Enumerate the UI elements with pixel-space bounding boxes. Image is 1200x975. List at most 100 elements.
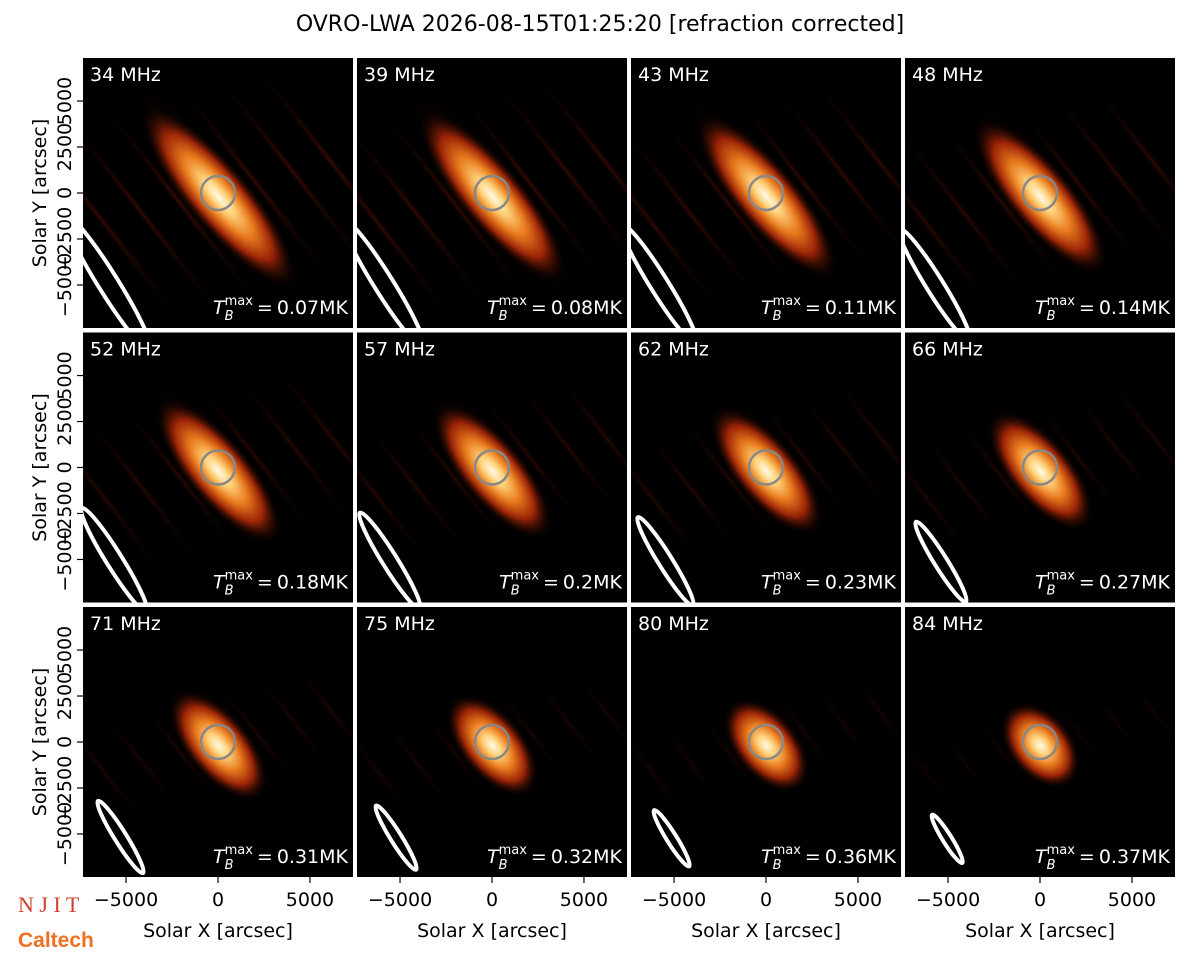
y-tick-label: −2500 <box>54 481 76 545</box>
emission <box>154 398 282 544</box>
emission <box>432 402 553 540</box>
tb-label: TBmax = 0.32MK <box>487 843 622 873</box>
tb-base: T <box>499 572 512 594</box>
y-tick-label: −2500 <box>54 756 76 820</box>
x-tick-label: −5000 <box>368 889 432 911</box>
x-tick-label: 5000 <box>834 889 882 911</box>
x-tick-label: −5000 <box>916 889 980 911</box>
tb-rel: = <box>1079 297 1095 319</box>
streak <box>87 84 273 322</box>
streak <box>1002 86 1154 280</box>
streak <box>357 416 442 579</box>
freq-label: 52 MHz <box>90 339 161 361</box>
streak <box>95 702 189 822</box>
tb-sup: max <box>1047 294 1076 309</box>
streak <box>285 652 353 772</box>
streak <box>949 410 1055 545</box>
tb-rel: = <box>805 846 821 868</box>
tb-sup: max <box>511 569 540 584</box>
panel <box>357 58 627 328</box>
streak <box>1040 76 1175 270</box>
streak <box>631 109 771 317</box>
streak <box>367 92 541 314</box>
streak <box>375 710 457 814</box>
y-tick-label: 0 <box>54 736 76 748</box>
tb-sup: max <box>225 843 254 858</box>
freq-label: 57 MHz <box>364 339 435 361</box>
x-tick-label: −5000 <box>94 889 158 911</box>
emission <box>973 119 1108 274</box>
tb-label: TBmax = 0.2MK <box>499 569 622 599</box>
tb-base: T <box>761 572 774 594</box>
x-tick-label: 0 <box>486 889 498 911</box>
tb-base: T <box>1035 297 1048 319</box>
tb-label: TBmax = 0.14MK <box>1035 294 1170 324</box>
streak <box>1078 66 1175 260</box>
streak <box>1124 674 1175 750</box>
logo-njit: N J I T <box>18 892 80 917</box>
freq-label: 48 MHz <box>912 64 983 86</box>
panel <box>83 332 353 603</box>
y-tick-label: 2500 <box>54 672 76 720</box>
tb-base: T <box>761 846 774 868</box>
tb-sub: B <box>511 584 520 599</box>
streak <box>1086 684 1146 760</box>
freq-label: 43 MHz <box>638 64 709 86</box>
beam <box>373 803 419 872</box>
streak <box>905 430 979 565</box>
solar-disk <box>747 723 785 761</box>
streak <box>631 119 733 327</box>
tb-value: 0.23MK <box>825 572 897 594</box>
tb-sup: max <box>499 843 528 858</box>
streak <box>262 348 353 527</box>
panel <box>631 58 901 328</box>
x-tick-label: 0 <box>212 889 224 911</box>
panel <box>905 58 1175 328</box>
streak <box>784 373 900 522</box>
y-axis-label: Solar Y [arcsec] <box>29 119 51 267</box>
streak <box>247 662 341 782</box>
emission <box>695 114 838 279</box>
streak <box>911 420 1017 555</box>
emission <box>168 689 269 802</box>
freq-label: 84 MHz <box>912 613 983 635</box>
tb-sub: B <box>773 584 782 599</box>
panel <box>357 332 627 603</box>
streak <box>357 112 465 328</box>
panel <box>631 332 901 603</box>
y-tick-label: 0 <box>54 187 76 199</box>
y-tick-label: 5000 <box>54 626 76 674</box>
emission <box>418 110 567 283</box>
tb-sub: B <box>1047 584 1056 599</box>
tb-base: T <box>213 297 226 319</box>
tb-value: 0.36MK <box>825 846 897 868</box>
x-tick-label: 5000 <box>560 889 608 911</box>
streak <box>1063 380 1169 515</box>
tb-sup: max <box>499 294 528 309</box>
tb-sub: B <box>773 858 782 873</box>
tb-label: TBmax = 0.31MK <box>213 843 348 873</box>
tb-sub: B <box>225 858 234 873</box>
logo-caltech: Caltech <box>18 929 94 952</box>
streak <box>905 116 1040 310</box>
streak <box>504 366 627 529</box>
y-tick-label: −5000 <box>54 527 76 591</box>
emission <box>723 698 810 793</box>
tb-base: T <box>213 846 226 868</box>
streak <box>239 58 353 282</box>
streak <box>647 99 809 307</box>
freq-label: 66 MHz <box>912 339 983 361</box>
streak <box>357 406 480 569</box>
tb-label: TBmax = 0.37MK <box>1035 843 1170 873</box>
streak <box>224 358 353 537</box>
tb-label: TBmax = 0.36MK <box>761 843 896 873</box>
tb-label: TBmax = 0.07MK <box>213 294 348 324</box>
y-tick-label: 2500 <box>54 123 76 171</box>
streak <box>746 383 862 532</box>
streak <box>1025 390 1131 525</box>
tb-base: T <box>761 297 774 319</box>
tb-base: T <box>1035 572 1048 594</box>
streak <box>769 687 839 777</box>
panel <box>357 607 627 877</box>
beam <box>95 798 146 876</box>
